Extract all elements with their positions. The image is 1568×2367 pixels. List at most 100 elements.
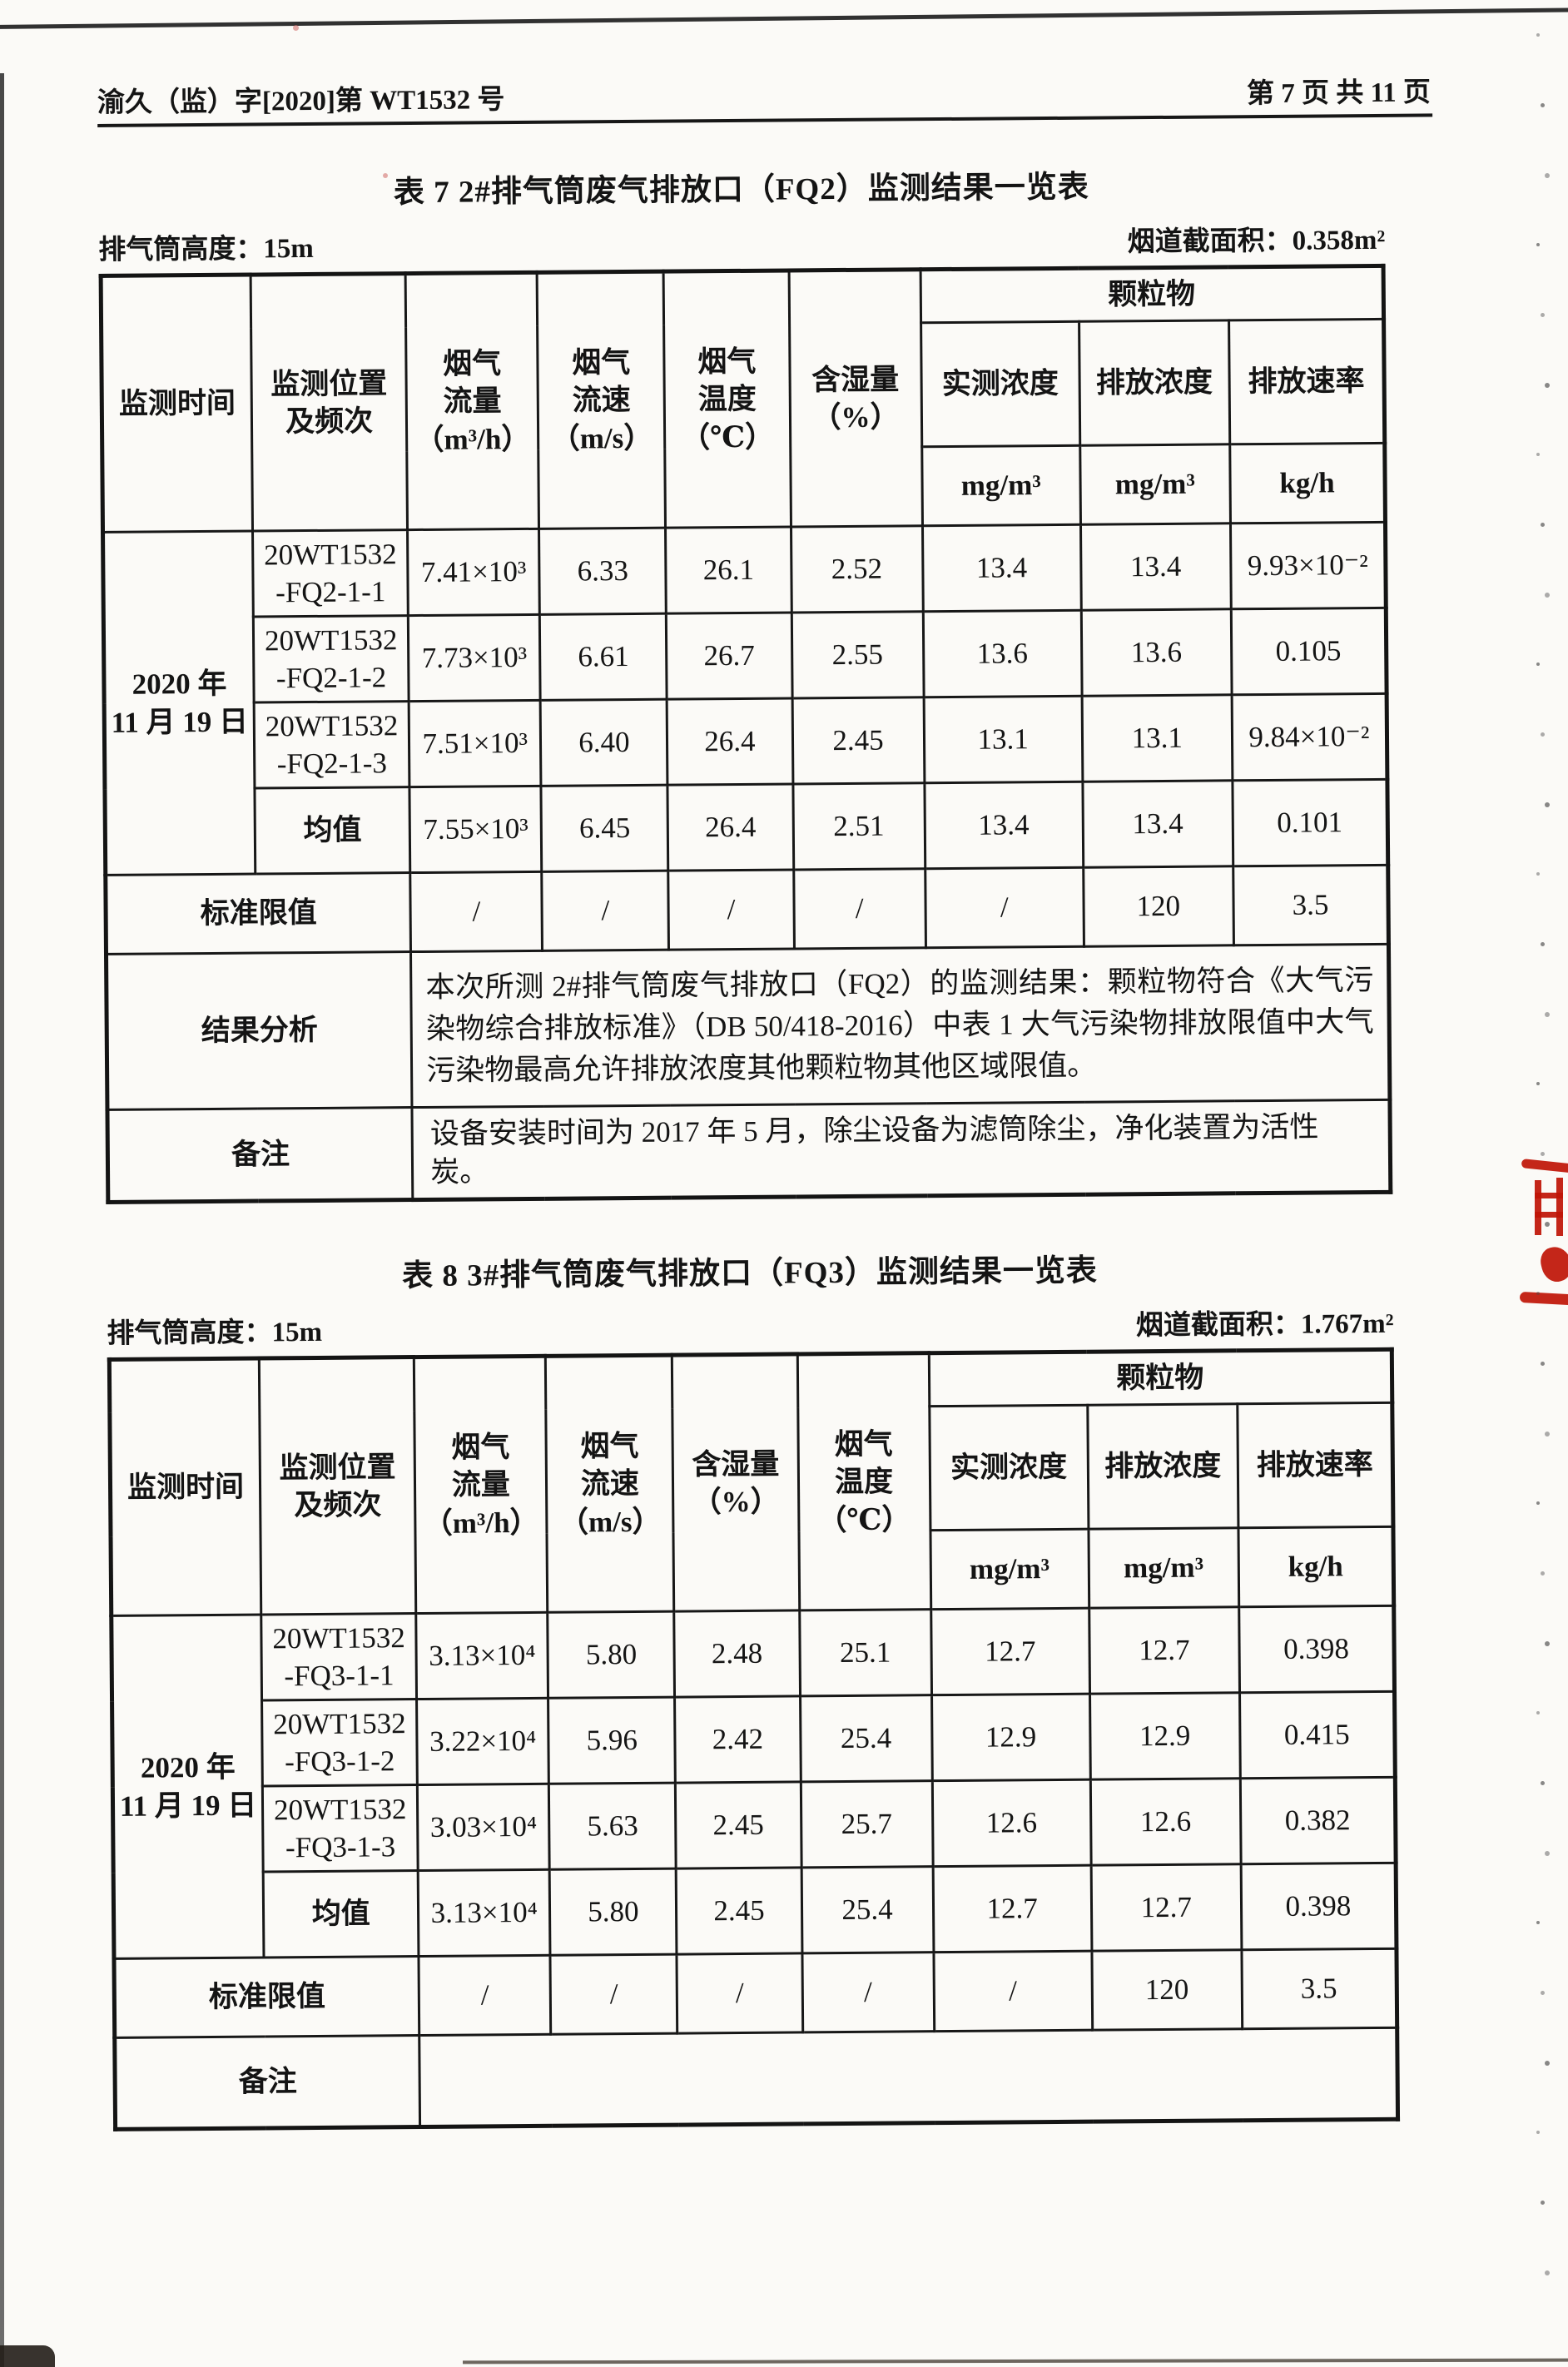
table-cell: 13.4 bbox=[1080, 523, 1232, 611]
sample-id: 20WT1532 -FQ3-1-2 bbox=[261, 1699, 418, 1786]
scan-noise-dot bbox=[293, 25, 299, 31]
table-cell: 26.4 bbox=[667, 697, 793, 786]
page-number: 第 7 页 共 11 页 bbox=[1246, 77, 1432, 110]
date-cell: 2020 年 11 月 19 日 bbox=[111, 1615, 265, 1959]
col-header-position: 监测位置 及频次 bbox=[251, 273, 408, 532]
scan-bottom-edge-artifact bbox=[462, 2358, 1568, 2365]
scan-noise-dot bbox=[1545, 173, 1550, 178]
table-cell: 9.93×10⁻² bbox=[1230, 522, 1387, 609]
table-cell: 7.55×10³ bbox=[409, 786, 543, 873]
scan-noise-dot bbox=[1541, 1362, 1545, 1366]
limit-cell: / bbox=[668, 869, 794, 950]
monitoring-table-fq2: 监测时间 监测位置 及频次 烟气 流量 （m³/h） 烟气 流速 （m/s） 烟… bbox=[98, 263, 1393, 1204]
scan-noise-dot bbox=[383, 173, 388, 178]
monitoring-table-fq3: 监测时间 监测位置 及频次 烟气 流量 （m³/h） 烟气 流速 （m/s） 含… bbox=[107, 1347, 1401, 2131]
remark-row-label: 备注 bbox=[114, 2035, 420, 2130]
table-cell: 2.45 bbox=[675, 1781, 801, 1869]
limit-cell: / bbox=[550, 1954, 678, 2035]
unit-emission-rate: kg/h bbox=[1229, 443, 1386, 524]
scan-noise-dot bbox=[1536, 243, 1540, 246]
table-cell: 13.6 bbox=[1080, 608, 1232, 697]
scan-noise-dot bbox=[1545, 383, 1550, 388]
scan-noise-dot bbox=[1545, 802, 1550, 807]
scan-noise-dot bbox=[1541, 732, 1545, 737]
remark-row-label: 备注 bbox=[107, 1107, 414, 1203]
stack-height-label: 排气筒高度：15m bbox=[107, 1317, 323, 1349]
scan-noise-dot bbox=[1545, 1012, 1550, 1017]
scan-noise-dot bbox=[1545, 2061, 1550, 2066]
table-cell: 2.52 bbox=[790, 525, 923, 613]
table-cell: 13.4 bbox=[924, 782, 1084, 869]
col-header-particulate-group: 颗粒物 bbox=[928, 1349, 1392, 1407]
table-cell: 12.6 bbox=[1090, 1778, 1241, 1866]
limit-cell: / bbox=[409, 871, 543, 952]
table-cell: 0.415 bbox=[1239, 1691, 1396, 1779]
scan-noise-dot bbox=[1536, 33, 1540, 37]
stack-height-label: 排气筒高度：15m bbox=[98, 233, 314, 265]
col-header-emission-rate: 排放速率 bbox=[1237, 1402, 1393, 1528]
col-header-measured-conc: 实测浓度 bbox=[920, 321, 1080, 447]
table-cell: 13.4 bbox=[1082, 780, 1233, 868]
col-header-humidity: 含湿量 （%） bbox=[788, 269, 923, 527]
table-cell: 6.40 bbox=[540, 699, 668, 787]
table-cell: 26.1 bbox=[665, 526, 791, 614]
table-cell: 7.73×10³ bbox=[408, 614, 541, 702]
unit-emission-rate: kg/h bbox=[1238, 1526, 1394, 1607]
table-cell: 13.1 bbox=[1081, 694, 1233, 782]
sample-id: 20WT1532 -FQ3-1-3 bbox=[262, 1784, 419, 1872]
table-cell: 12.7 bbox=[1089, 1606, 1240, 1695]
table-cell: 13.6 bbox=[922, 610, 1082, 697]
table-cell: 25.4 bbox=[800, 1695, 932, 1782]
table-cell: 5.63 bbox=[548, 1783, 677, 1870]
col-header-measured-conc: 实测浓度 bbox=[929, 1405, 1089, 1531]
mean-row-label: 均值 bbox=[255, 787, 410, 875]
scan-noise-dot bbox=[1536, 662, 1540, 666]
table-cell: 6.45 bbox=[541, 785, 669, 872]
analysis-row-label: 结果分析 bbox=[106, 951, 413, 1110]
sample-id: 20WT1532 -FQ2-1-3 bbox=[254, 701, 410, 789]
table-cell: 5.80 bbox=[548, 1611, 675, 1699]
limit-cell: / bbox=[801, 1952, 935, 2032]
limit-cell: 3.5 bbox=[1233, 865, 1389, 945]
col-header-time: 监测时间 bbox=[101, 275, 253, 533]
scan-noise-dot bbox=[1536, 1292, 1540, 1295]
table-cell: 5.80 bbox=[549, 1868, 677, 1956]
duct-area-label: 烟道截面积：0.358m² bbox=[1127, 225, 1386, 258]
table-cell: 12.7 bbox=[1090, 1863, 1242, 1952]
table-cell: 3.13×10⁴ bbox=[418, 1869, 551, 1957]
scan-noise-dot bbox=[1541, 1991, 1545, 1995]
col-header-humidity: 含湿量 （%） bbox=[672, 1353, 800, 1612]
scan-noise-dot bbox=[1541, 523, 1545, 527]
scan-noise-dot bbox=[1545, 1851, 1550, 1856]
scan-noise-dot bbox=[1545, 593, 1550, 598]
page-header: 渝久（监）字[2020]第 WT1532 号 第 7 页 共 11 页 bbox=[97, 69, 1433, 127]
col-header-particulate-group: 颗粒物 bbox=[920, 265, 1384, 323]
scan-noise-dot bbox=[1541, 2201, 1545, 2205]
unit-emission-conc: mg/m³ bbox=[1088, 1527, 1239, 1609]
scan-noise-dot bbox=[1536, 1711, 1540, 1714]
table-cell: 0.398 bbox=[1238, 1605, 1395, 1693]
col-header-emission-conc: 排放浓度 bbox=[1079, 320, 1230, 446]
table-cell: 9.84×10⁻² bbox=[1231, 693, 1387, 781]
scan-noise-dot bbox=[1536, 1501, 1540, 1505]
table7-subheader: 排气筒高度：15m 烟道截面积：0.358m² bbox=[98, 217, 1385, 267]
table-cell: 7.51×10³ bbox=[409, 700, 542, 787]
table-cell: 25.4 bbox=[801, 1866, 934, 1953]
table-cell: 2.45 bbox=[791, 697, 925, 784]
col-header-emission-rate: 排放速率 bbox=[1228, 319, 1385, 444]
table-cell: 26.4 bbox=[667, 783, 794, 871]
table7-title: 表 7 2#排气筒废气排放口（FQ2）监测结果一览表 bbox=[393, 170, 1089, 211]
scan-noise-dot bbox=[1541, 103, 1545, 107]
limit-cell: 120 bbox=[1091, 1949, 1243, 2031]
analysis-text: 本次所测 2#排气筒废气排放口（FQ2）的监测结果：颗粒物符合《大气污染物综合排… bbox=[410, 944, 1390, 1108]
table-cell: 3.13×10⁴ bbox=[415, 1612, 548, 1700]
unit-emission-conc: mg/m³ bbox=[1079, 444, 1231, 525]
table8-subheader: 排气筒高度：15m 烟道截面积：1.767m² bbox=[107, 1301, 1393, 1351]
scan-noise-dot bbox=[1541, 1571, 1545, 1576]
table-cell: 6.61 bbox=[539, 613, 667, 701]
limit-cell: / bbox=[933, 1951, 1093, 2032]
table-cell: 7.41×10³ bbox=[407, 528, 540, 616]
col-header-flow: 烟气 流量 （m³/h） bbox=[414, 1356, 548, 1614]
table-cell: 12.6 bbox=[931, 1779, 1091, 1867]
